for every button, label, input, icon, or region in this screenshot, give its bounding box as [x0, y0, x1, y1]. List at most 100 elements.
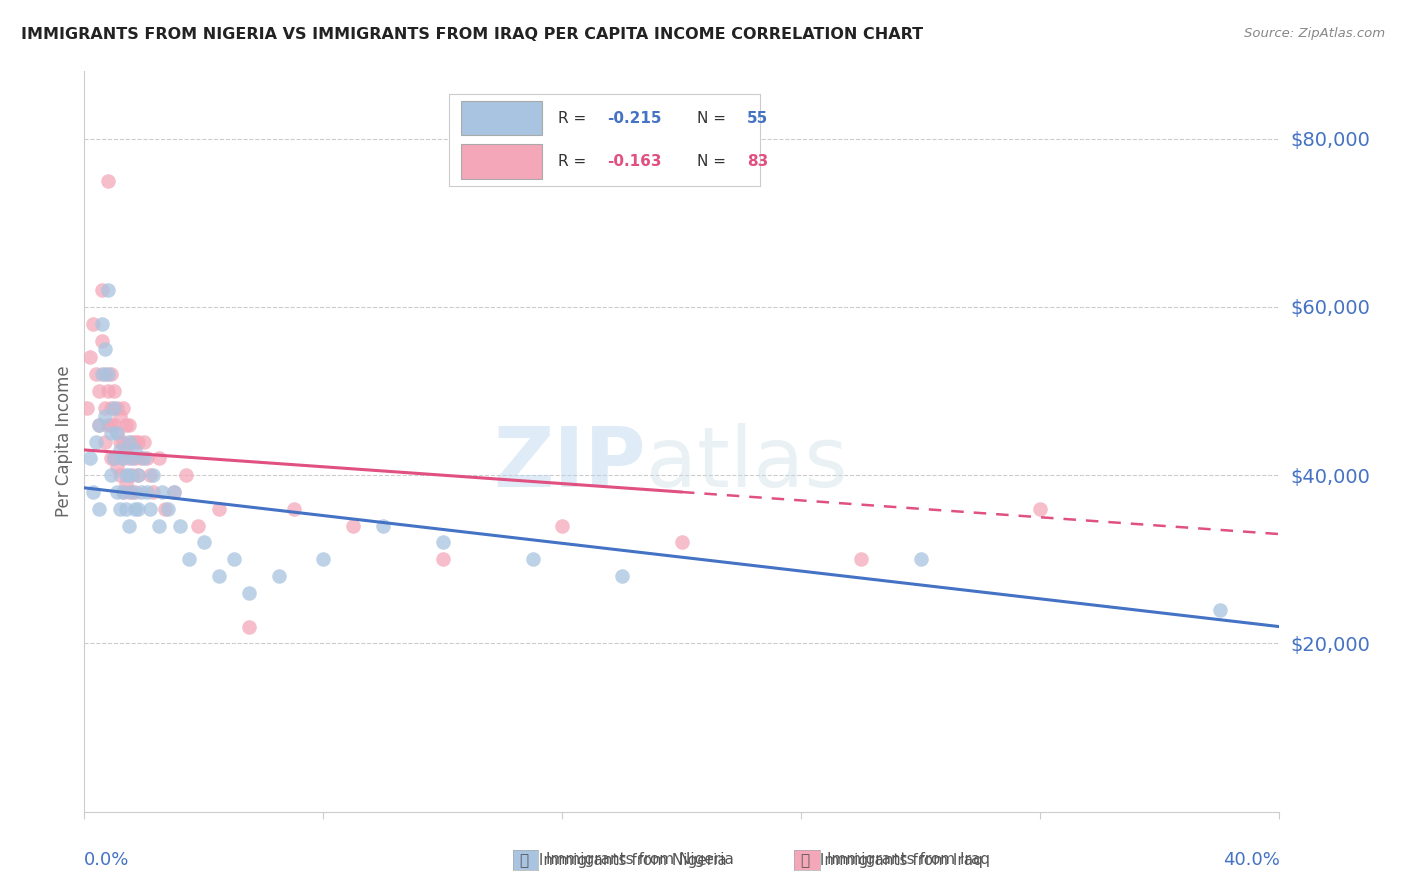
Point	[110, 409, 132, 424]
Point	[115, 442, 138, 457]
Point	[112, 451, 135, 466]
Point	[103, 401, 125, 415]
Text: Immigrants from Nigeria: Immigrants from Nigeria	[546, 853, 734, 867]
Point	[522, 552, 544, 566]
Point	[132, 434, 156, 449]
Point	[142, 468, 165, 483]
Text: 40.0%: 40.0%	[1223, 851, 1279, 869]
Point	[100, 468, 122, 483]
Point	[91, 317, 114, 331]
Point	[208, 501, 231, 516]
Point	[97, 368, 120, 382]
Point	[112, 485, 135, 500]
Point	[115, 476, 138, 491]
Point	[94, 368, 117, 382]
Point	[129, 451, 152, 466]
Point	[283, 501, 305, 516]
Point	[222, 552, 245, 566]
Point	[105, 459, 128, 474]
Point	[127, 468, 149, 483]
Point	[100, 368, 122, 382]
Point	[612, 569, 634, 583]
Point	[148, 518, 170, 533]
Point	[142, 485, 165, 500]
Point	[115, 417, 138, 432]
Point	[238, 619, 260, 633]
Point	[103, 417, 125, 432]
Point	[127, 468, 149, 483]
Point	[89, 417, 111, 432]
Point	[118, 518, 141, 533]
Point	[121, 485, 143, 500]
Point	[112, 401, 135, 415]
Point	[118, 451, 141, 466]
Point	[139, 468, 162, 483]
Point	[177, 552, 200, 566]
Text: ⬛  Immigrants from Iraq: ⬛ Immigrants from Iraq	[801, 854, 983, 868]
Point	[373, 518, 395, 533]
Point	[89, 501, 111, 516]
Point	[163, 485, 186, 500]
Point	[163, 485, 186, 500]
Text: atlas: atlas	[647, 423, 848, 504]
Point	[551, 518, 574, 533]
Point	[103, 451, 125, 466]
Text: Source: ZipAtlas.com: Source: ZipAtlas.com	[1244, 27, 1385, 40]
Point	[124, 485, 146, 500]
Point	[97, 384, 120, 398]
Point	[110, 434, 132, 449]
Point	[94, 434, 117, 449]
Point	[118, 485, 141, 500]
Point	[112, 485, 135, 500]
Point	[153, 501, 176, 516]
Point	[79, 351, 101, 365]
Point	[89, 384, 111, 398]
Point	[132, 451, 156, 466]
Point	[110, 468, 132, 483]
Point	[105, 401, 128, 415]
Point	[105, 426, 128, 441]
Point	[124, 501, 146, 516]
Point	[1209, 603, 1232, 617]
Point	[86, 368, 108, 382]
Point	[115, 501, 138, 516]
Point	[100, 401, 122, 415]
Point	[100, 417, 122, 432]
Point	[121, 434, 143, 449]
Point	[671, 535, 693, 549]
Point	[139, 501, 162, 516]
Point	[851, 552, 873, 566]
Point	[910, 552, 932, 566]
Point	[124, 451, 146, 466]
Point	[1029, 501, 1052, 516]
Point	[342, 518, 364, 533]
Point	[112, 451, 135, 466]
Point	[94, 401, 117, 415]
Point	[97, 174, 120, 188]
Point	[136, 451, 159, 466]
Point	[136, 485, 159, 500]
Point	[127, 501, 149, 516]
Text: IMMIGRANTS FROM NIGERIA VS IMMIGRANTS FROM IRAQ PER CAPITA INCOME CORRELATION CH: IMMIGRANTS FROM NIGERIA VS IMMIGRANTS FR…	[21, 27, 924, 42]
Point	[105, 426, 128, 441]
Point	[112, 434, 135, 449]
Point	[121, 468, 143, 483]
Point	[157, 501, 180, 516]
Point	[118, 417, 141, 432]
Point	[127, 434, 149, 449]
Point	[118, 434, 141, 449]
Point	[110, 501, 132, 516]
Point	[79, 451, 101, 466]
Point	[432, 552, 454, 566]
Point	[86, 434, 108, 449]
Point	[208, 569, 231, 583]
Point	[238, 586, 260, 600]
Text: ZIP: ZIP	[494, 423, 647, 504]
Point	[91, 334, 114, 348]
Text: ⬛  Immigrants from Nigeria: ⬛ Immigrants from Nigeria	[520, 854, 727, 868]
Point	[103, 384, 125, 398]
Point	[187, 518, 209, 533]
Text: Immigrants from Iraq: Immigrants from Iraq	[827, 853, 990, 867]
Point	[312, 552, 335, 566]
Point	[193, 535, 215, 549]
